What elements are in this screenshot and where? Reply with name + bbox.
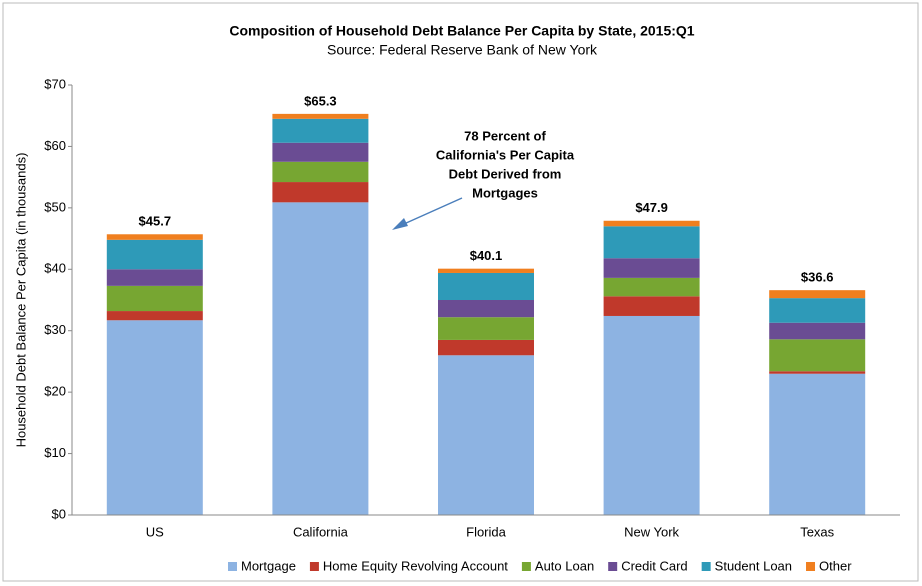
y-axis-label: Household Debt Balance Per Capita (in th… <box>13 153 28 448</box>
y-tick-label: $20 <box>44 384 66 399</box>
y-tick-label: $70 <box>44 76 66 91</box>
chart-title: Composition of Household Debt Balance Pe… <box>229 23 694 39</box>
total-label: $36.6 <box>801 270 834 285</box>
annotation-arrowhead <box>392 218 408 230</box>
bar-segment <box>272 182 369 203</box>
legend-label: Student Loan <box>715 558 792 573</box>
legend-swatch <box>309 562 319 571</box>
bar-segment <box>106 239 203 270</box>
y-tick-label: $50 <box>44 199 66 214</box>
bar-segment <box>603 226 700 259</box>
bar-segment <box>769 290 866 299</box>
annotation: California's Per Capita <box>436 147 575 162</box>
legend-swatch <box>228 562 237 571</box>
y-tick-label: $60 <box>44 138 66 153</box>
x-tick-label: Florida <box>466 524 507 539</box>
x-tick-label: US <box>146 524 164 539</box>
y-tick-label: $10 <box>44 445 66 460</box>
bar-segment <box>769 322 866 340</box>
total-label: $40.1 <box>470 248 503 263</box>
legend-label: Other <box>819 558 852 573</box>
annotation: Mortgages <box>472 185 538 200</box>
bar-segment <box>106 285 203 312</box>
bar-segment <box>603 220 700 227</box>
legend-swatch <box>521 562 531 571</box>
bar-segment <box>603 296 700 316</box>
legend-swatch <box>806 562 816 571</box>
y-tick-label: $30 <box>44 322 66 337</box>
legend-label: Home Equity Revolving Account <box>323 558 508 573</box>
total-label: $47.9 <box>635 200 668 215</box>
total-label: $65.3 <box>304 93 337 108</box>
bar-segment <box>438 300 534 318</box>
bar-segment <box>603 315 700 515</box>
annotation: Debt Derived from <box>449 166 562 181</box>
bar-segment <box>272 161 369 183</box>
bar-segment <box>769 371 866 374</box>
bar-segment <box>603 277 700 297</box>
bar-segment <box>438 317 534 340</box>
x-tick-label: Texas <box>800 524 834 539</box>
x-tick-label: California <box>293 524 349 539</box>
bar-segment <box>272 142 369 162</box>
legend-label: Mortgage <box>241 558 296 573</box>
y-tick-label: $40 <box>44 261 66 276</box>
bar-segment <box>438 339 534 356</box>
total-label: $45.7 <box>139 214 172 229</box>
bar-segment <box>769 339 866 372</box>
bar-segment <box>106 269 203 286</box>
bar-segment <box>106 311 203 321</box>
annotation: 78 Percent of <box>464 128 546 143</box>
x-tick-label: New York <box>624 524 679 539</box>
bar-segment <box>272 202 369 516</box>
bar-segment <box>272 113 369 119</box>
legend-label: Auto Loan <box>535 558 594 573</box>
chart-subtitle: Source: Federal Reserve Bank of New York <box>327 42 598 58</box>
bar-segment <box>438 355 534 515</box>
bar-segment <box>438 268 534 273</box>
bar-segment <box>272 118 369 143</box>
legend-swatch <box>608 562 618 571</box>
legend-label: Credit Card <box>621 558 687 573</box>
bar-segment <box>438 272 534 300</box>
bar-segment <box>106 320 203 515</box>
y-tick-label: $0 <box>52 506 66 521</box>
legend-swatch <box>701 562 711 571</box>
bar-segment <box>769 373 866 515</box>
bar-segment <box>603 258 700 278</box>
bar-segment <box>106 234 203 240</box>
bar-segment <box>769 298 866 323</box>
